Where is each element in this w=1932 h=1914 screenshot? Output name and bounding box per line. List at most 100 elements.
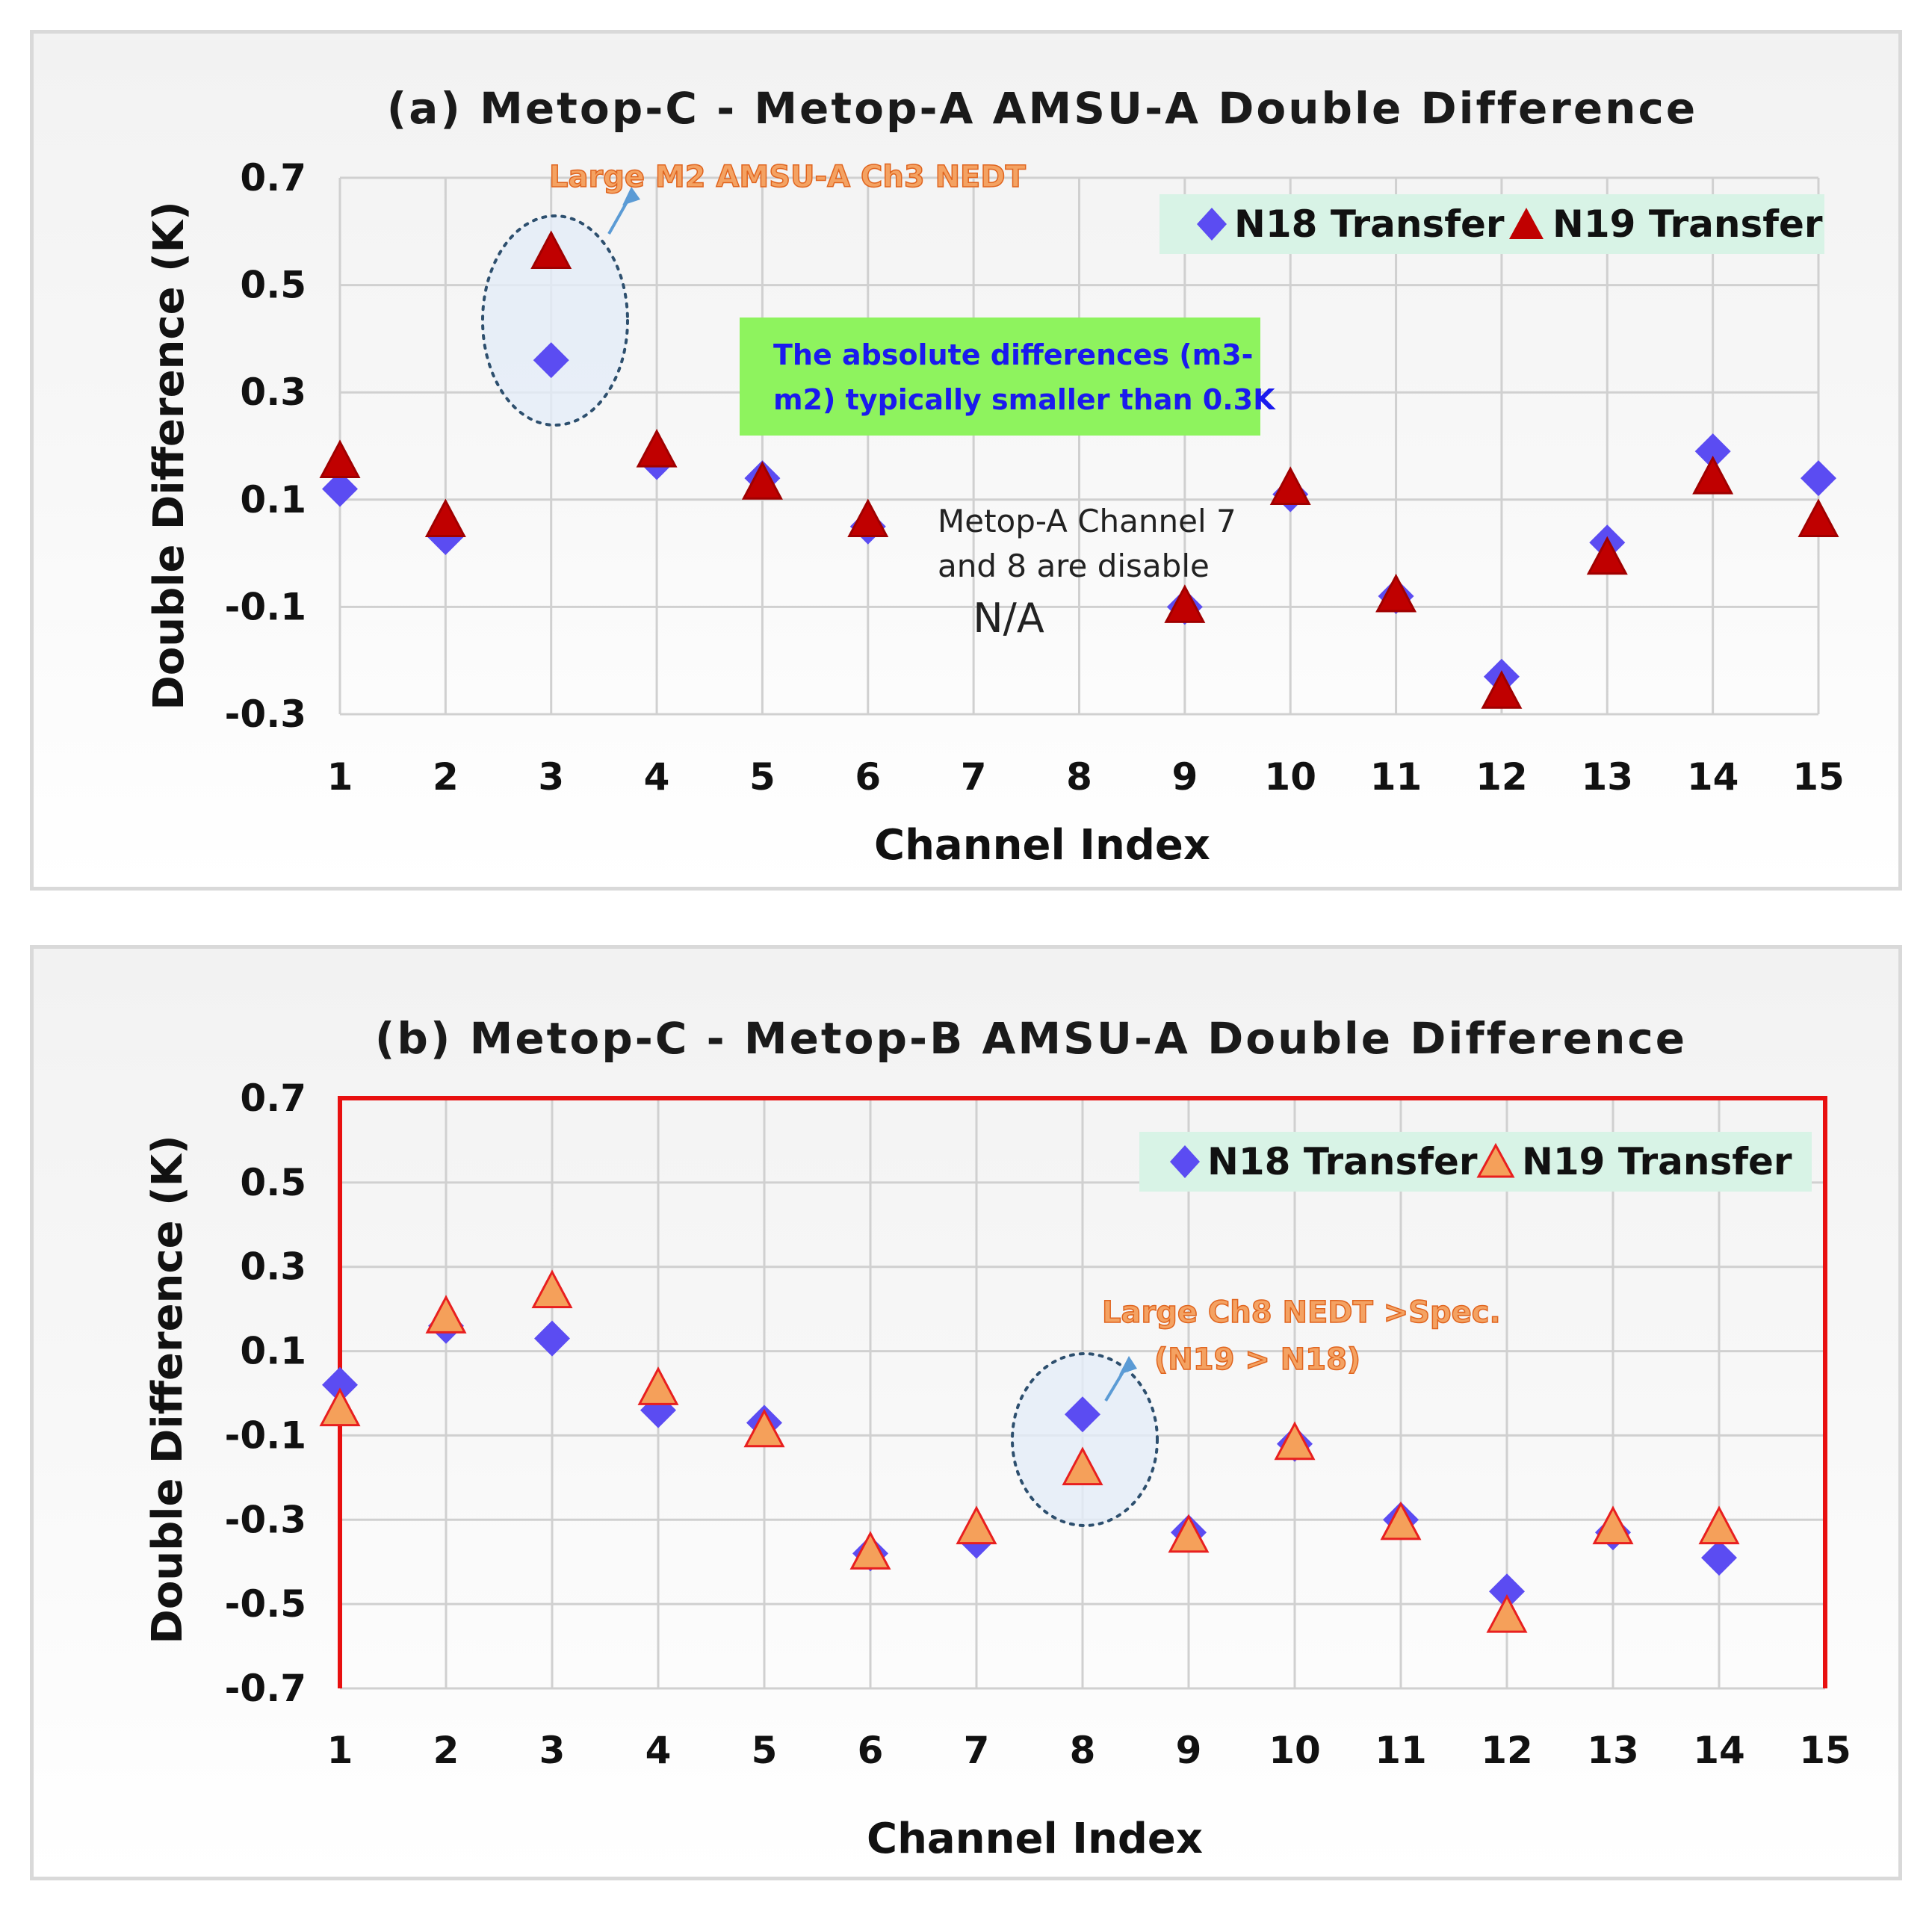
legend-b-n18-marker <box>1170 1145 1200 1178</box>
n19-point-ch12 <box>1486 1594 1528 1633</box>
y-tick-label: 0.1 <box>240 478 306 521</box>
callout-arrowhead <box>622 187 640 205</box>
x-tick-label: 12 <box>1481 1729 1533 1772</box>
n19-point-ch1 <box>319 439 361 479</box>
x-tick-label: 13 <box>1581 755 1633 799</box>
n18-point-ch1 <box>322 471 358 507</box>
y-tick-label: -0.1 <box>225 1413 306 1457</box>
n18-point-ch8 <box>1065 1396 1100 1433</box>
y-tick-label: -0.3 <box>225 693 306 736</box>
legend-a-n19-label: N19 Transfer <box>1552 202 1823 246</box>
y-tick-label: 0.7 <box>240 156 306 199</box>
y-tick-label: 0.3 <box>240 371 306 414</box>
n19-point-ch9 <box>1168 1514 1210 1553</box>
callout-arrowhead-b <box>1119 1356 1137 1375</box>
n18-point-ch1 <box>322 1366 358 1403</box>
highlight-ellipse-ch3 <box>481 214 629 427</box>
n19-point-ch3 <box>530 230 572 270</box>
y-tick-label: 0.7 <box>240 1077 306 1120</box>
x-tick-label: 6 <box>855 755 881 799</box>
chart-b: (b) Metop-C - Metop-B AMSU-A Double Diff… <box>143 1013 1851 1863</box>
x-tick-label: 10 <box>1264 755 1316 799</box>
y-tick-label: -0.7 <box>225 1667 306 1710</box>
y-tick-label: -0.3 <box>225 1498 306 1541</box>
x-tick-label: 5 <box>749 755 775 799</box>
x-tick-label: 1 <box>327 755 353 799</box>
n19-point-ch6 <box>849 1531 891 1570</box>
n19-point-ch10 <box>1274 1421 1316 1461</box>
n19-point-ch13 <box>1586 536 1628 575</box>
x-tick-label: 9 <box>1176 1729 1202 1772</box>
n18-point-ch14 <box>1701 1540 1737 1576</box>
n19-point-ch9 <box>1164 584 1206 623</box>
x-tick-label: 9 <box>1171 755 1198 799</box>
n19-point-ch2 <box>425 1295 467 1334</box>
x-tick-label: 7 <box>964 1729 990 1772</box>
chart-a-ylabel: Double Difference (K) <box>145 201 193 710</box>
na-label: N/A <box>973 595 1044 642</box>
x-tick-label: 15 <box>1799 1729 1851 1772</box>
n19-point-ch12 <box>1481 670 1523 709</box>
n18-point-ch15 <box>1801 460 1836 497</box>
n18-point-ch3 <box>533 342 569 379</box>
x-tick-label: 8 <box>1066 755 1092 799</box>
n19-point-ch15 <box>1798 498 1839 538</box>
x-tick-label: 14 <box>1687 755 1739 799</box>
legend-a-n18-marker <box>1197 208 1227 241</box>
n19-point-ch4 <box>636 428 678 468</box>
x-tick-label: 12 <box>1476 755 1528 799</box>
chart-a: (a) Metop-C - Metop-A AMSU-A Double Diff… <box>145 83 1845 870</box>
highlight-ellipse-ch8 <box>1011 1352 1159 1527</box>
n18-point-ch3 <box>534 1320 570 1357</box>
x-tick-label: 15 <box>1792 755 1845 799</box>
chart-b-ylabel: Double Difference (K) <box>143 1135 192 1644</box>
x-tick-label: 6 <box>858 1729 884 1772</box>
x-tick-label: 11 <box>1370 755 1422 799</box>
callout-text-a: Large M2 AMSU-A Ch3 NEDT <box>549 160 1027 194</box>
x-tick-label: 3 <box>538 755 564 799</box>
chart-b-xlabel: Channel Index <box>867 1815 1203 1863</box>
x-tick-label: 14 <box>1693 1729 1745 1772</box>
n19-point-ch14 <box>1698 1505 1740 1545</box>
chart-a-xlabel: Channel Index <box>874 821 1210 870</box>
note-line-1: Metop-A Channel 7 <box>938 503 1236 539</box>
green-note-box <box>740 318 1260 436</box>
n19-point-ch14 <box>1692 455 1734 495</box>
n19-point-ch3 <box>531 1269 573 1309</box>
n19-point-ch8 <box>1062 1446 1103 1486</box>
x-tick-label: 10 <box>1269 1729 1321 1772</box>
y-tick-label: 0.3 <box>240 1245 306 1289</box>
x-tick-label: 4 <box>644 755 670 799</box>
y-tick-label: 0.1 <box>240 1330 306 1373</box>
n18-point-ch12 <box>1489 1573 1525 1610</box>
n19-point-ch1 <box>319 1387 361 1427</box>
n19-point-ch11 <box>1380 1501 1422 1540</box>
y-tick-label: 0.5 <box>240 1161 306 1204</box>
chart-panel-b: (b) Metop-C - Metop-B AMSU-A Double Diff… <box>30 945 1902 1880</box>
n19-point-ch7 <box>956 1505 997 1545</box>
x-tick-label: 3 <box>539 1729 566 1772</box>
x-tick-label: 4 <box>645 1729 672 1772</box>
x-tick-label: 1 <box>327 1729 353 1772</box>
green-note-line-1: The absolute differences (m3- <box>773 338 1253 371</box>
legend-b-n19-marker <box>1476 1142 1515 1178</box>
legend-a-n18-label: N18 Transfer <box>1234 202 1505 246</box>
x-tick-label: 8 <box>1070 1729 1096 1772</box>
green-note-line-2: m2) typically smaller than 0.3K <box>773 383 1276 416</box>
x-tick-label: 7 <box>961 755 987 799</box>
chart-panel-a: (a) Metop-C - Metop-A AMSU-A Double Diff… <box>30 30 1902 891</box>
note-line-2: and 8 are disable <box>938 548 1210 584</box>
n19-point-ch11 <box>1375 573 1417 613</box>
n19-point-ch5 <box>741 461 783 500</box>
x-tick-label: 2 <box>433 755 459 799</box>
x-tick-label: 11 <box>1375 1729 1427 1772</box>
legend-b <box>1139 1132 1812 1192</box>
n19-point-ch4 <box>637 1366 679 1405</box>
legend-a-n19-marker <box>1509 208 1544 239</box>
n19-point-ch2 <box>424 498 466 538</box>
chart-b-title: (b) Metop-C - Metop-B AMSU-A Double Diff… <box>375 1013 1687 1064</box>
x-tick-label: 2 <box>433 1729 459 1772</box>
callout-text-b-line-2: (N19 > N18) <box>1154 1342 1360 1377</box>
legend-a <box>1159 194 1824 254</box>
callout-text-b-line-1: Large Ch8 NEDT >Spec. <box>1102 1295 1501 1330</box>
